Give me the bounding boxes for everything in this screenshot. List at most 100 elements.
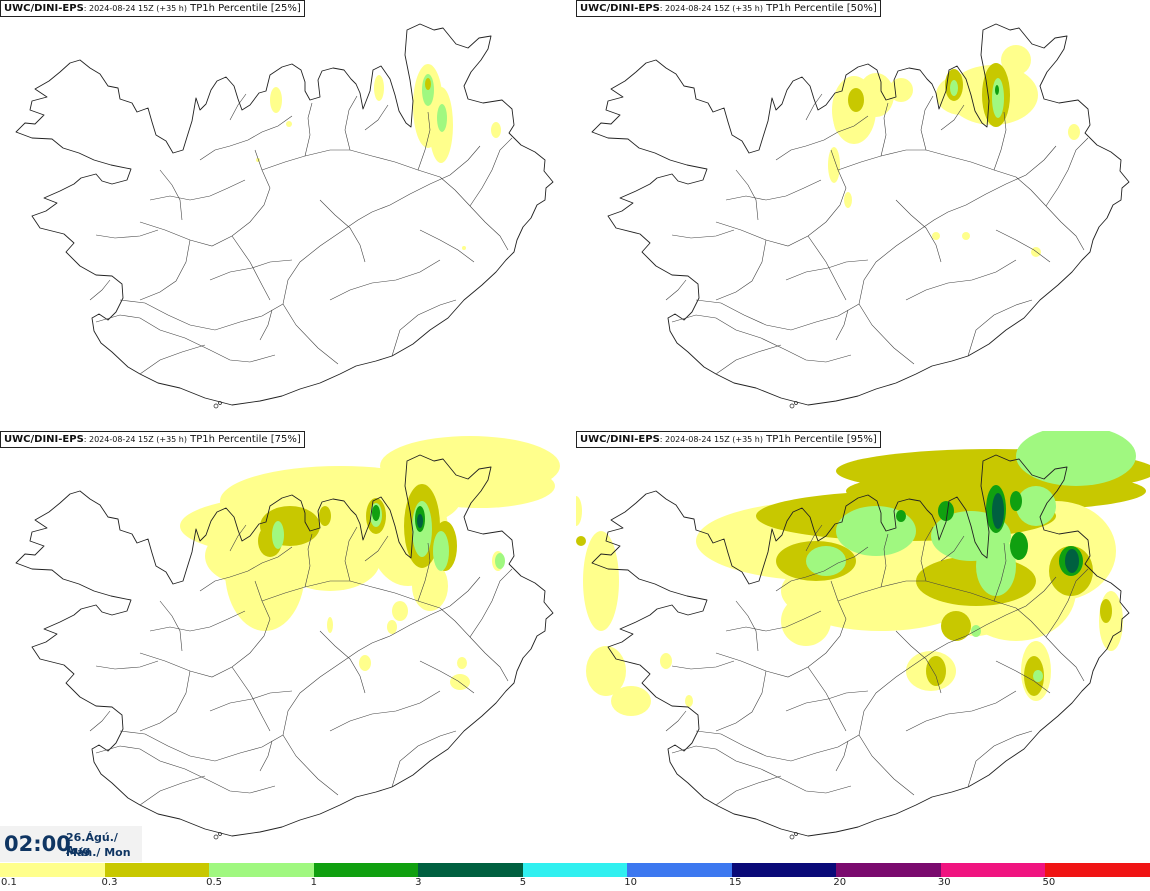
precipitation-area xyxy=(932,232,940,240)
island xyxy=(789,834,795,840)
legend-swatch xyxy=(627,863,733,877)
precipitation-area xyxy=(1031,247,1041,257)
precipitation-area xyxy=(270,87,282,113)
road-boundary-line xyxy=(419,660,475,694)
precipitation-area xyxy=(495,553,505,569)
legend-swatch xyxy=(522,863,628,877)
road-boundary-line xyxy=(993,542,1007,602)
precipitation-area xyxy=(576,496,582,526)
road-boundary-line xyxy=(364,535,389,562)
road-boundary-line xyxy=(905,690,1017,732)
precipitation-area xyxy=(374,75,384,101)
precipitation-area xyxy=(660,653,672,669)
precipitation-area xyxy=(319,506,331,526)
precipitation-area xyxy=(1010,491,1022,511)
road-boundary-line xyxy=(439,176,509,251)
road-boundary-line xyxy=(880,102,889,157)
precipitation-area xyxy=(950,80,958,96)
road-boundary-line xyxy=(139,239,191,301)
model-name: UWC/DINI-EPS xyxy=(4,434,84,445)
precipitation-area xyxy=(828,147,840,183)
legend-tick-label: 20 xyxy=(833,877,847,888)
road-boundary-line xyxy=(995,229,1051,263)
iceland-map xyxy=(576,431,1150,840)
precipitation-area xyxy=(462,246,466,250)
precipitation-area xyxy=(280,531,380,591)
panel-title: UWC/DINI-EPS: 2024-08-24 15Z (+35 h) TP1… xyxy=(0,431,305,448)
precipitation-area xyxy=(1065,549,1079,573)
island xyxy=(794,401,798,405)
precipitation-area xyxy=(1099,591,1123,651)
road-boundary-line xyxy=(725,179,822,201)
model-name: UWC/DINI-EPS xyxy=(580,3,660,14)
road-boundary-line xyxy=(993,111,1007,171)
island xyxy=(218,832,222,836)
precipitation-area xyxy=(916,556,1036,606)
precipitation-area xyxy=(359,655,371,671)
road-boundary-line xyxy=(391,299,457,357)
road-boundary-line xyxy=(89,710,111,732)
precipitation-area xyxy=(433,531,449,571)
road-boundary-line xyxy=(159,600,183,652)
road-boundary-line xyxy=(665,710,687,732)
road-boundary-line xyxy=(261,149,441,178)
iceland-map xyxy=(15,436,560,840)
road-boundary-line xyxy=(665,279,687,301)
road-boundary-line xyxy=(775,546,869,592)
road-boundary-line xyxy=(119,299,284,331)
road-boundary-line xyxy=(715,239,767,301)
precipitation-area xyxy=(844,192,852,208)
road-boundary-line xyxy=(835,309,849,341)
precipitation-area xyxy=(387,620,397,634)
field-label: TP1h Percentile [75%] xyxy=(186,434,301,445)
precipitation-area xyxy=(327,617,333,633)
legend-tick-label: 5 xyxy=(519,877,527,888)
precipitation-color-legend: 0.1 0.3 0.5 1 3 5 10 15 20 30 50 xyxy=(0,862,1150,891)
map-panel-p50: UWC/DINI-EPS: 2024-08-24 15Z (+35 h) TP1… xyxy=(576,0,1150,431)
road-boundary-line xyxy=(344,95,358,151)
road-boundary-line xyxy=(967,299,1033,357)
road-boundary-line xyxy=(671,660,735,670)
precipitation-area xyxy=(1033,670,1043,682)
road-boundary-line xyxy=(1045,568,1089,638)
coastline xyxy=(591,454,1130,837)
precipitation-area xyxy=(896,510,906,522)
precipitation-area xyxy=(836,506,916,556)
road-boundary-line xyxy=(259,309,273,341)
road-boundary-line xyxy=(282,145,481,305)
precipitation-area xyxy=(392,601,408,621)
road-boundary-line xyxy=(282,303,339,365)
road-boundary-line xyxy=(329,259,441,301)
legend-tick-label: 1 xyxy=(310,877,317,888)
valid-time-clock: 02:00 xyxy=(4,832,71,856)
road-boundary-line xyxy=(282,576,481,736)
road-boundary-line xyxy=(209,690,293,712)
precipitation-area xyxy=(962,232,970,240)
legend-swatch xyxy=(418,863,524,877)
road-boundary-line xyxy=(95,229,159,239)
precipitation-shading xyxy=(828,45,1080,257)
road-boundary-line xyxy=(695,730,860,762)
road-boundary-line xyxy=(229,524,247,552)
road-boundary-line xyxy=(139,149,271,247)
legend-swatch xyxy=(836,863,942,877)
road-boundary-line xyxy=(715,344,782,375)
legend-tick-label: 0.3 xyxy=(101,877,118,888)
valid-time-box: 02:00 26.Ágú./ Aug Mán./ Mon xyxy=(0,826,142,862)
precipitation-area xyxy=(457,657,467,669)
boundary-lines xyxy=(665,524,1089,806)
field-label: TP1h Percentile [50%] xyxy=(762,3,877,14)
road-boundary-line xyxy=(439,607,509,682)
road-boundary-line xyxy=(858,734,915,796)
road-boundary-line xyxy=(304,102,313,157)
road-boundary-line xyxy=(139,580,271,678)
road-boundary-line xyxy=(282,734,339,796)
road-boundary-line xyxy=(149,179,246,201)
road-boundary-line xyxy=(1015,607,1085,682)
precipitation-area xyxy=(685,695,693,707)
precipitation-area xyxy=(412,561,448,611)
precipitation-area xyxy=(992,78,1004,118)
valid-date-line1: 26.Ágú./ Aug xyxy=(66,831,118,857)
island xyxy=(213,834,219,840)
road-boundary-line xyxy=(835,740,849,772)
